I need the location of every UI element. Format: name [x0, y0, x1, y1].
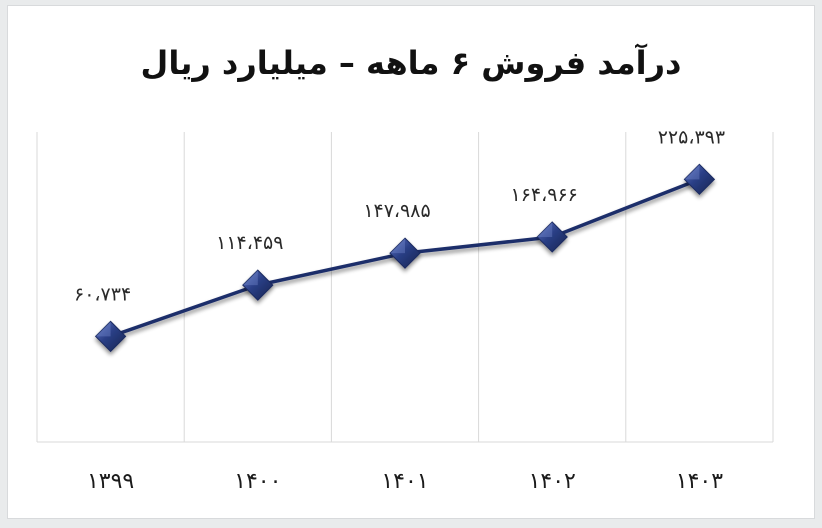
- data-point-marker: [242, 269, 274, 301]
- data-label: ۱۴۷،۹۸۵: [363, 200, 430, 222]
- x-tick-label: ۱۳۹۹: [87, 469, 134, 494]
- chart-title: درآمد فروش ۶ ماهه – میلیارد ریال: [140, 44, 682, 82]
- x-tick-label: ۱۴۰۰: [234, 469, 281, 494]
- data-label: ۱۶۴،۹۶۶: [511, 184, 578, 206]
- markers: [94, 163, 716, 353]
- x-tick-label: ۱۴۰۳: [676, 469, 723, 494]
- x-axis-labels: ۱۳۹۹ ۱۴۰۰ ۱۴۰۱ ۱۴۰۲ ۱۴۰۳: [87, 469, 723, 494]
- data-labels: ۶۰،۷۳۴ ۱۱۴،۴۵۹ ۱۴۷،۹۸۵ ۱۶۴،۹۶۶ ۲۲۵،۳۹۳: [74, 126, 725, 305]
- x-tick-label: ۱۴۰۱: [381, 469, 428, 494]
- data-label: ۲۲۵،۳۹۳: [658, 126, 725, 148]
- data-point-marker: [536, 221, 568, 253]
- data-label: ۶۰،۷۳۴: [74, 283, 131, 305]
- data-point-marker: [389, 237, 421, 269]
- data-point-marker: [683, 163, 716, 196]
- x-tick-label: ۱۴۰۲: [529, 469, 576, 494]
- gridlines: [36, 132, 774, 443]
- data-point-marker: [94, 320, 127, 353]
- data-label: ۱۱۴،۴۵۹: [216, 232, 283, 254]
